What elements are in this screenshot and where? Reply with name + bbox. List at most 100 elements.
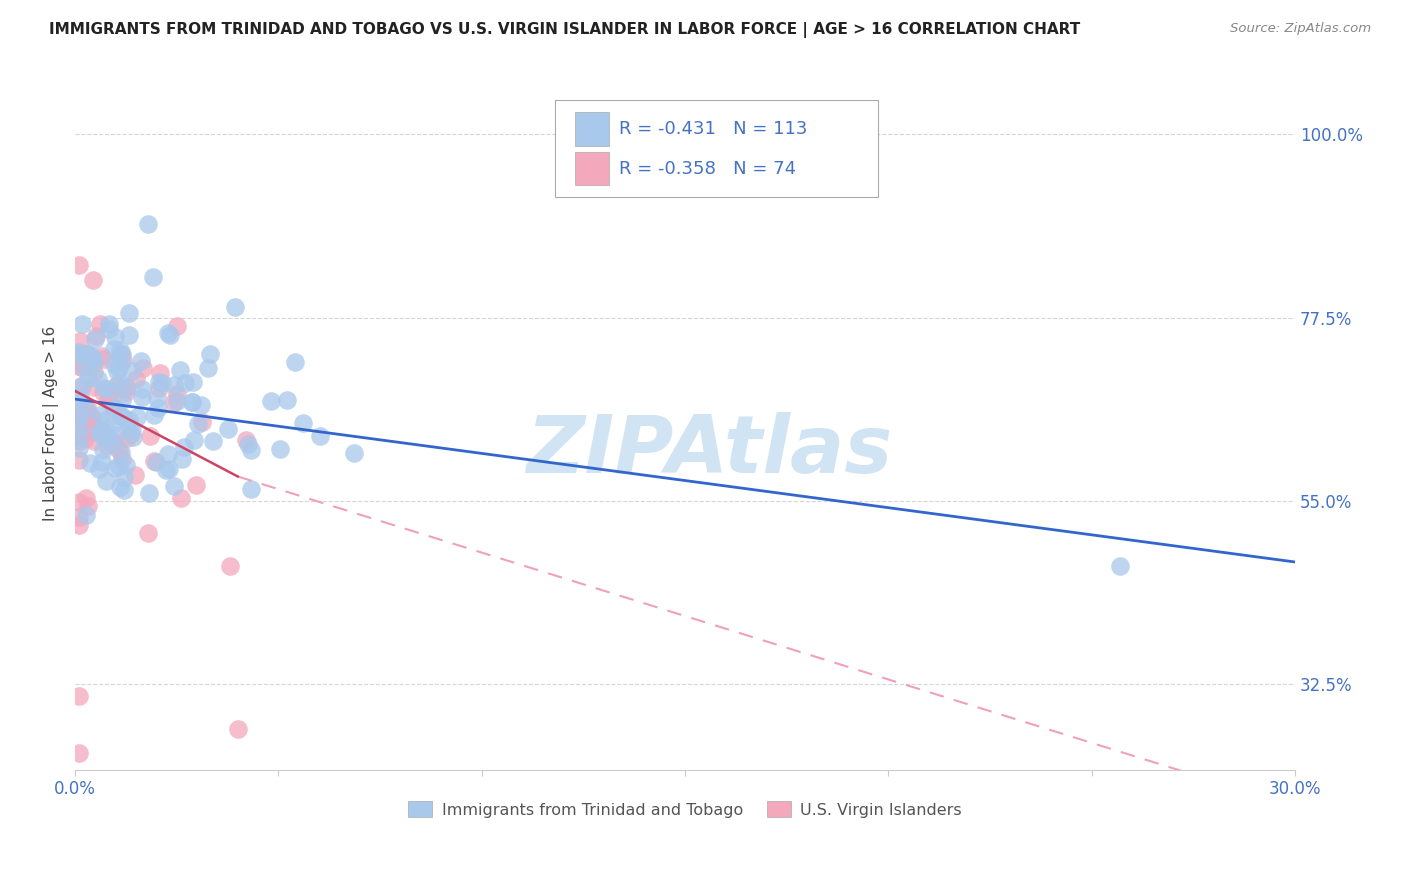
Point [110, 382, 132, 396]
Point [163, 395, 186, 409]
Point [110, 479, 132, 493]
Point [110, 355, 132, 369]
Point [111, 347, 134, 361]
Point [174, 376, 197, 390]
Point [132, 360, 155, 375]
Point [181, 375, 204, 389]
Point [91, 455, 114, 469]
Point [76, 404, 98, 418]
Point [67, 392, 90, 407]
Point [103, 401, 125, 415]
Point [107, 360, 129, 375]
Point [143, 454, 166, 468]
Point [309, 429, 332, 443]
Point [89, 409, 111, 423]
Point [67, 344, 90, 359]
Text: R = -0.358   N = 74: R = -0.358 N = 74 [619, 160, 796, 178]
Point [67, 258, 90, 272]
Point [82, 273, 104, 287]
Point [101, 434, 124, 448]
Point [129, 354, 152, 368]
Point [118, 413, 141, 427]
Point [111, 393, 134, 408]
Point [90, 428, 112, 442]
Point [69, 388, 91, 402]
Point [67, 434, 90, 448]
Point [98, 434, 121, 449]
Point [1109, 559, 1132, 574]
Point [89, 317, 111, 331]
Point [169, 363, 191, 377]
Point [79, 417, 101, 431]
FancyBboxPatch shape [554, 100, 877, 197]
Point [67, 359, 90, 373]
Point [103, 357, 125, 371]
Point [103, 342, 125, 356]
Point [87, 425, 110, 440]
Point [112, 470, 135, 484]
Point [104, 428, 127, 442]
Point [170, 491, 193, 505]
Point [197, 361, 219, 376]
Point [110, 444, 132, 458]
Point [122, 430, 145, 444]
Point [163, 479, 186, 493]
Point [107, 442, 129, 457]
Point [148, 375, 170, 389]
Point [108, 375, 131, 389]
Point [76, 400, 98, 414]
Text: IMMIGRANTS FROM TRINIDAD AND TOBAGO VS U.S. VIRGIN ISLANDER IN LABOR FORCE | AGE: IMMIGRANTS FROM TRINIDAD AND TOBAGO VS U… [49, 22, 1080, 38]
Point [93, 381, 115, 395]
Point [75, 491, 97, 506]
Point [96, 437, 118, 451]
Point [118, 417, 141, 432]
Point [67, 453, 90, 467]
Point [98, 322, 121, 336]
Point [87, 371, 110, 385]
Point [79, 456, 101, 470]
Point [75, 402, 97, 417]
Point [166, 394, 188, 409]
Point [75, 432, 97, 446]
Point [183, 434, 205, 448]
Text: ZIPAtlas: ZIPAtlas [526, 412, 893, 491]
Point [67, 409, 90, 423]
Point [97, 317, 120, 331]
Point [108, 343, 131, 357]
Point [180, 394, 202, 409]
Point [172, 452, 194, 467]
Point [90, 350, 112, 364]
Point [67, 347, 90, 361]
Point [291, 416, 314, 430]
Point [118, 327, 141, 342]
Point [142, 408, 165, 422]
Point [80, 409, 103, 423]
Point [70, 430, 93, 444]
Point [69, 379, 91, 393]
Point [105, 377, 128, 392]
Point [142, 270, 165, 285]
Point [180, 395, 202, 409]
Point [148, 381, 170, 395]
Point [115, 431, 138, 445]
Point [76, 359, 98, 374]
Point [77, 500, 100, 514]
Point [80, 349, 103, 363]
Point [76, 347, 98, 361]
Point [104, 439, 127, 453]
Point [186, 478, 208, 492]
Point [235, 434, 257, 448]
Point [240, 483, 263, 497]
Point [110, 347, 132, 361]
Point [190, 415, 212, 429]
Y-axis label: In Labor Force | Age > 16: In Labor Force | Age > 16 [44, 326, 59, 521]
Point [121, 364, 143, 378]
Point [260, 394, 283, 409]
Point [124, 468, 146, 483]
Point [190, 398, 212, 412]
Point [131, 390, 153, 404]
Point [187, 417, 209, 431]
Point [67, 517, 90, 532]
Point [70, 379, 93, 393]
Point [87, 461, 110, 475]
